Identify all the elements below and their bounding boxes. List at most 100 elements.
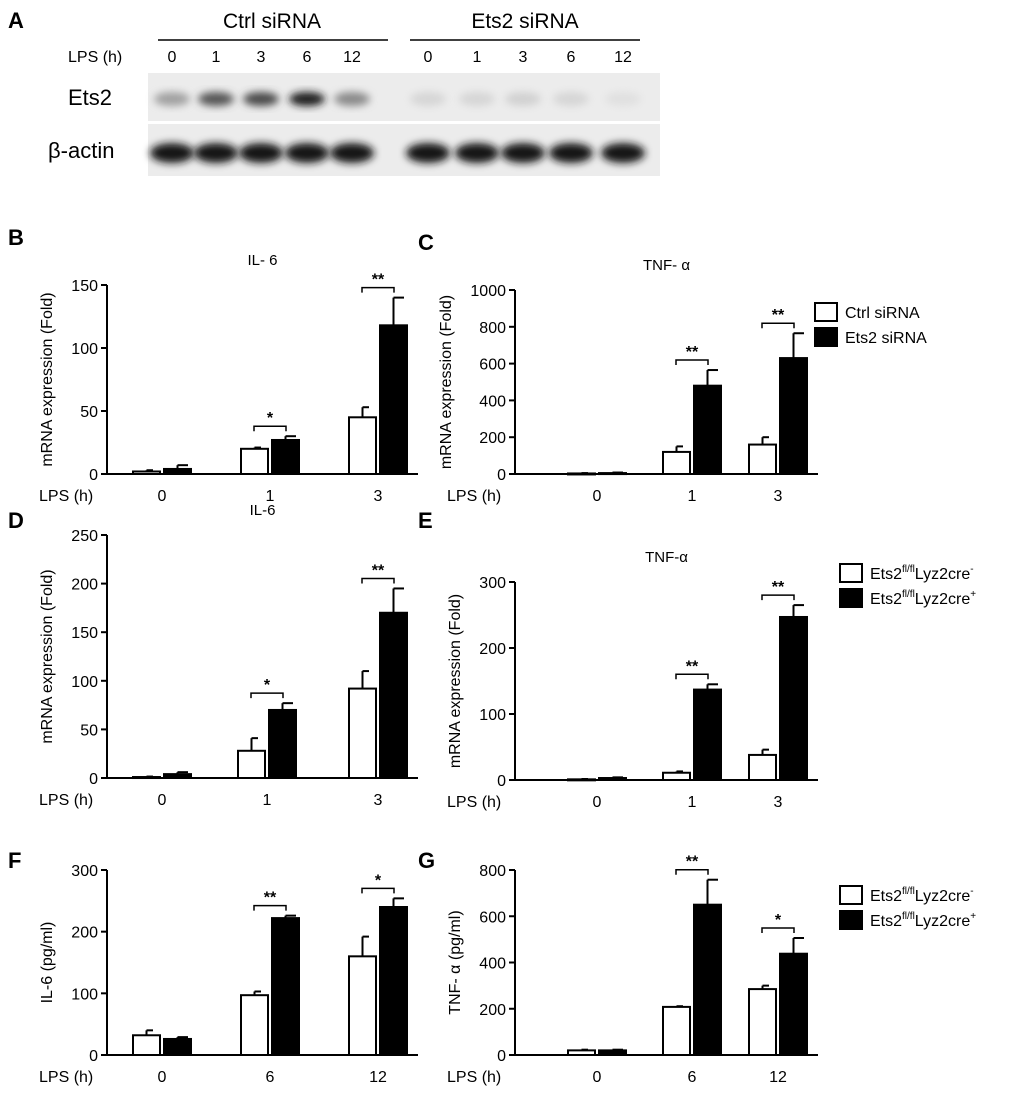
x-tick-label: 0	[593, 488, 602, 505]
lane-label: 6	[567, 49, 576, 66]
y-tick-label: 100	[479, 707, 506, 724]
lane-label: 3	[519, 49, 528, 66]
x-tick-label: 0	[158, 1069, 167, 1086]
x-axis-label: LPS (h)	[39, 1069, 93, 1086]
legend-text: Lyz2cre	[915, 913, 971, 930]
legend-text: Lyz2cre	[915, 591, 971, 608]
bar	[779, 615, 808, 781]
chart-C: TNF- α 0 200 400 600 800 1000 mRNA expression (…	[438, 257, 818, 505]
bar	[662, 1005, 691, 1057]
legend-text: Lyz2cre	[915, 566, 971, 583]
legend-swatch	[814, 327, 838, 347]
significance-bracket	[761, 927, 795, 933]
bar	[779, 357, 808, 475]
legend-sup: fl/fl	[902, 886, 915, 897]
legend-swatch	[839, 563, 863, 583]
y-tick-label: 0	[497, 467, 506, 484]
legend-swatch	[839, 910, 863, 930]
y-tick-label: 300	[479, 575, 506, 592]
bar	[693, 903, 722, 1056]
y-tick-label: 300	[71, 863, 98, 880]
significance-label: **	[372, 272, 385, 289]
significance-label: *	[267, 410, 274, 427]
significance-bracket	[361, 577, 395, 584]
bar	[598, 472, 627, 476]
legend-label: Ets2fl/flLyz2cre-	[870, 886, 974, 905]
significance-label: **	[772, 307, 785, 324]
blot-row-label: β-actin	[48, 138, 114, 163]
blot-band	[150, 143, 194, 163]
significance-label: *	[264, 677, 271, 694]
y-tick-label: 800	[479, 320, 506, 337]
significance-label: **	[686, 854, 699, 871]
bar	[379, 611, 408, 780]
blot-band	[605, 92, 641, 106]
legend-sup: fl/fl	[902, 589, 915, 600]
chart-title: IL-6	[250, 502, 276, 519]
x-tick-label: 12	[369, 1069, 387, 1086]
significance-label: **	[686, 344, 699, 361]
bar	[240, 994, 269, 1057]
bar	[748, 753, 777, 781]
bar	[163, 467, 192, 475]
legend-text: Ets2	[870, 888, 902, 905]
y-axis-label: mRNA expression (Fold)	[39, 292, 56, 466]
x-tick-label: 0	[158, 792, 167, 809]
bar	[348, 687, 377, 779]
chart-E: TNF-α 0 100 200 300 mRNA expression (Fold) LPS…	[447, 549, 818, 811]
lane-label: 0	[424, 49, 433, 66]
blot-band	[154, 92, 190, 106]
bar	[748, 443, 777, 475]
y-tick-label: 200	[71, 577, 98, 594]
bar	[567, 472, 596, 476]
y-tick-label: 0	[89, 771, 98, 788]
x-tick-label: 3	[374, 488, 383, 505]
x-axis-label: LPS (h)	[447, 794, 501, 811]
panel-label-C: C	[418, 230, 434, 255]
y-tick-label: 0	[497, 773, 506, 790]
legend-label: Ets2 siRNA	[845, 330, 927, 347]
significance-bracket	[761, 322, 795, 329]
bar	[379, 906, 408, 1056]
y-axis-label: mRNA expression (Fold)	[39, 569, 56, 743]
y-axis-label: TNF- α (pg/ml)	[447, 910, 464, 1014]
group-label-ets2: Ets2 siRNA	[471, 10, 578, 33]
lps-label: LPS (h)	[68, 49, 122, 66]
bar	[132, 776, 161, 780]
blot-band	[553, 92, 589, 106]
legend-text: Ets2	[870, 591, 902, 608]
blot-band	[243, 92, 279, 106]
y-axis-label: mRNA expression (Fold)	[438, 295, 455, 469]
bar	[237, 749, 266, 779]
x-tick-label: 3	[774, 488, 783, 505]
bar	[567, 1049, 596, 1056]
blot-band	[601, 143, 645, 163]
y-tick-label: 200	[479, 1002, 506, 1019]
y-axis-label: mRNA expression (Fold)	[447, 594, 464, 768]
x-axis-label: LPS (h)	[39, 488, 93, 505]
blot-band	[455, 143, 499, 163]
lane-label: 0	[168, 49, 177, 66]
panel-label-F: F	[8, 848, 21, 873]
legend-label: Ets2fl/flLyz2cre+	[870, 911, 976, 930]
bar	[348, 416, 377, 475]
legend-text: Lyz2cre	[915, 888, 971, 905]
y-tick-label: 400	[479, 393, 506, 410]
x-axis-label: LPS (h)	[447, 488, 501, 505]
bar	[693, 688, 722, 782]
y-tick-label: 600	[479, 357, 506, 374]
blot-band	[334, 92, 370, 106]
legend-sup: fl/fl	[902, 911, 915, 922]
bar	[379, 324, 408, 475]
significance-bracket	[253, 904, 287, 911]
x-tick-label: 0	[593, 794, 602, 811]
legend-swatch	[839, 885, 863, 905]
x-tick-label: 0	[158, 488, 167, 505]
blot-band	[194, 143, 238, 163]
y-tick-label: 200	[479, 430, 506, 447]
x-axis-label: LPS (h)	[447, 1069, 501, 1086]
significance-label: **	[372, 562, 385, 579]
x-tick-label: 6	[688, 1069, 697, 1086]
